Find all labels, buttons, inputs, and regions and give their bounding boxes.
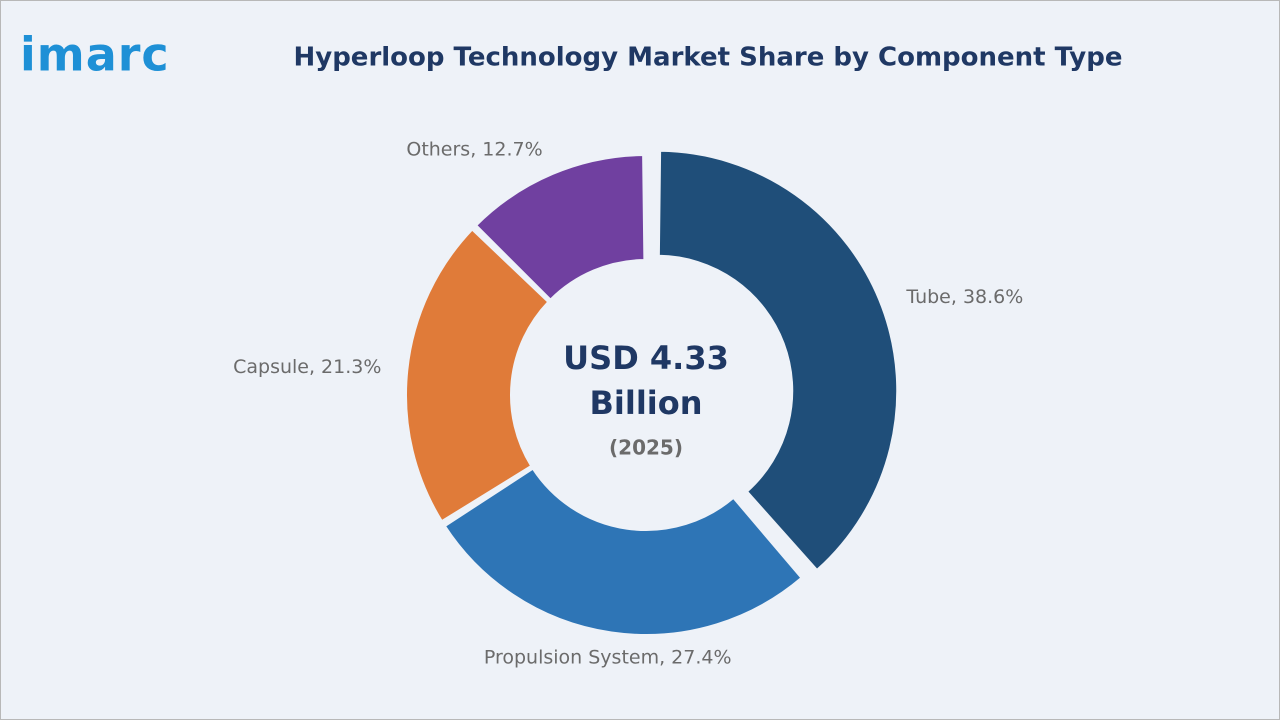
donut-slice — [474, 154, 646, 302]
chart-title: Hyperloop Technology Market Share by Com… — [293, 43, 1122, 73]
center-label: (2025) — [609, 436, 683, 460]
logo: imarc — [20, 28, 170, 82]
data-label: Propulsion System, 27.4% — [484, 647, 732, 669]
data-label: Tube, 38.6% — [905, 286, 1023, 308]
center-label: USD 4.33 — [563, 339, 729, 377]
data-label: Others, 12.7% — [406, 138, 542, 160]
donut-slice — [443, 467, 803, 636]
center-label: Billion — [589, 384, 702, 422]
donut-slice — [657, 149, 899, 572]
data-label: Capsule, 21.3% — [233, 356, 381, 378]
donut-slice — [405, 228, 550, 523]
